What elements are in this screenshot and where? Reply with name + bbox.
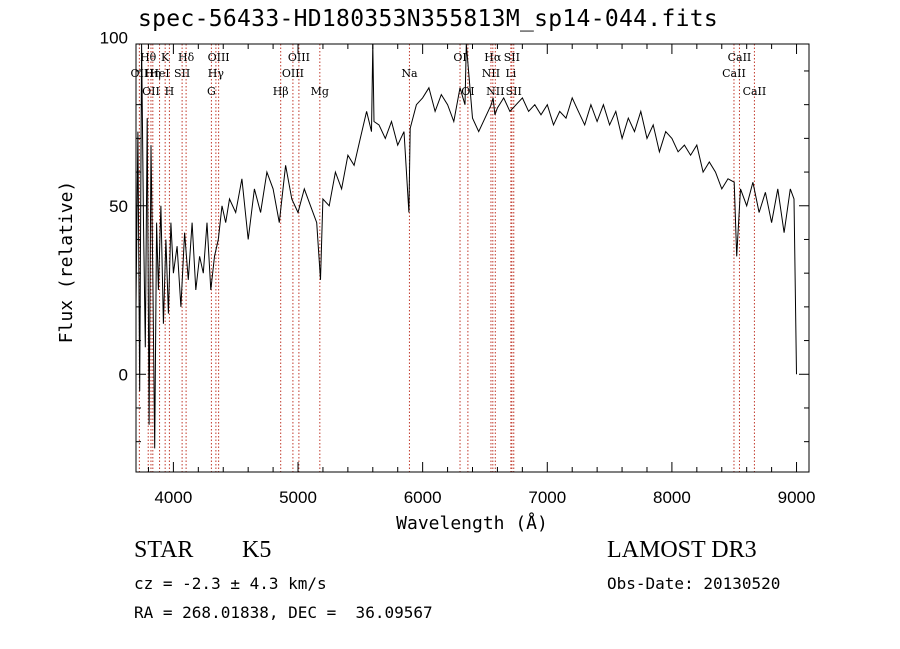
line-label-21: NII	[486, 85, 504, 98]
x-tick-label: 8000	[653, 488, 691, 507]
line-label-6: H	[165, 85, 175, 98]
axis-tick-labels: 4000 5000 6000 7000 8000 9000 0 50 100	[100, 28, 816, 507]
object-class: STAR	[134, 537, 194, 563]
line-label-15: Mg	[311, 85, 329, 98]
line-label-7: SII	[174, 67, 190, 80]
line-label-12: Hβ	[273, 85, 289, 98]
x-tick-label: 9000	[778, 488, 816, 507]
line-label-25: CaII	[722, 67, 746, 80]
observation-date: Obs-Date: 20130520	[607, 574, 781, 593]
plot-frame	[135, 43, 810, 473]
line-label-8: Hδ	[178, 51, 195, 64]
line-markers	[138, 44, 755, 472]
y-axis-label: Flux (relative)	[56, 181, 77, 344]
line-labels: OIIHθOIIHηHeIKHSIIHδGHγOIIIHβOIIIOIIIMgN…	[131, 51, 767, 98]
y-tick-label: 50	[109, 197, 128, 216]
y-tick-label: 0	[119, 365, 128, 384]
data-release: LAMOST DR3	[607, 537, 757, 563]
x-tick-label: 7000	[528, 488, 566, 507]
line-label-3: Hη	[145, 67, 161, 80]
x-tick-label: 6000	[404, 488, 442, 507]
redshift-readout: cz = -2.3 ± 4.3 km/s	[134, 574, 327, 593]
line-label-18: OI	[461, 85, 474, 98]
spectrum-series	[135, 43, 797, 449]
line-label-14: OIII	[288, 51, 310, 64]
line-label-13: OIII	[282, 67, 304, 80]
line-label-5: K	[161, 51, 170, 64]
line-label-10: Hγ	[208, 67, 225, 80]
line-label-22: SII	[504, 51, 520, 64]
y-tick-label: 100	[100, 28, 128, 47]
object-subclass: K5	[242, 537, 272, 563]
line-label-17: OI	[453, 51, 466, 64]
chart-title: spec-56433-HD180353N355813M_sp14-044.fit…	[138, 6, 719, 32]
line-label-0: OII	[131, 67, 149, 80]
line-label-23: Li	[505, 67, 516, 80]
line-label-26: CaII	[728, 51, 752, 64]
coordinates-readout: RA = 268.01838, DEC = 36.09567	[134, 603, 433, 622]
line-label-24: SII	[506, 85, 522, 98]
line-label-2: OII	[142, 85, 160, 98]
x-tick-label: 4000	[154, 488, 192, 507]
line-label-4: HeI	[149, 67, 169, 80]
line-label-9: G	[207, 85, 216, 98]
line-label-19: NII	[482, 67, 500, 80]
line-label-11: OIII	[208, 51, 230, 64]
line-label-27: CaII	[743, 85, 767, 98]
x-tick-label: 5000	[279, 488, 317, 507]
line-label-1: Hθ	[140, 51, 157, 64]
axis-ticks	[136, 44, 809, 472]
line-label-20: Hα	[484, 51, 502, 64]
x-axis-label: Wavelength (Å)	[396, 512, 548, 534]
line-label-16: Na	[401, 67, 418, 80]
